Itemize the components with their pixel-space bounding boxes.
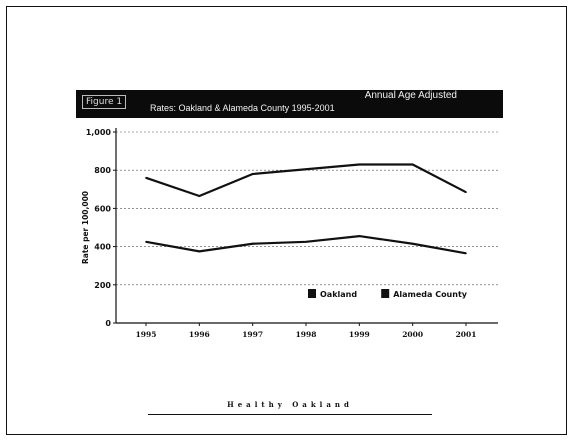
x-tick-label: 1997	[242, 330, 263, 339]
footer-rule	[148, 414, 432, 415]
x-tick-label: 2000	[402, 330, 423, 339]
y-tick-label: 600	[94, 204, 111, 213]
x-tick-label: 2001	[456, 330, 477, 339]
data-point	[198, 250, 201, 253]
legend-swatch	[308, 289, 316, 298]
page-frame	[6, 6, 567, 435]
line-chart: 0 200 400 600 800 1,000 1995 1996 1997 1998 1999 20…	[81, 128, 498, 339]
data-point	[145, 241, 147, 243]
y-axis-label: Rate per 100,000	[81, 191, 90, 264]
y-tick-label: 0	[105, 319, 111, 328]
figure-label: Figure 1	[82, 95, 127, 109]
data-point	[251, 173, 254, 175]
data-point	[358, 163, 361, 166]
legend-swatch	[381, 289, 390, 298]
data-point	[251, 242, 254, 245]
data-point	[411, 242, 414, 245]
data-point	[465, 191, 467, 193]
data-point	[198, 195, 201, 197]
legend-label: Alameda County	[393, 290, 468, 299]
header-title-line2: Rates: Oakland & Alameda County 1995-200…	[150, 103, 335, 113]
x-tick-label: 1999	[349, 330, 370, 339]
data-point	[305, 241, 307, 243]
y-tick-label: 200	[94, 281, 111, 290]
y-tick-label: 400	[94, 243, 111, 252]
data-point	[305, 168, 307, 171]
series-line-2	[145, 234, 467, 255]
chart-header: Figure 1 Annual Age Adjusted Rates: Oakl…	[76, 90, 503, 118]
header-title-line1: Annual Age Adjusted	[364, 90, 457, 101]
x-tick-label: 1995	[136, 330, 157, 339]
footer-text: Healthy Oakland	[227, 400, 353, 409]
data-point	[411, 163, 414, 166]
data-point	[358, 235, 361, 237]
y-tick-label: 1,000	[86, 128, 112, 137]
y-tick-label: 800	[94, 166, 111, 175]
x-tick-label: 1996	[189, 330, 210, 339]
legend-label: Oakland	[320, 290, 357, 299]
x-tick-label: 1998	[296, 330, 317, 339]
data-point	[465, 252, 467, 255]
data-point	[145, 177, 147, 179]
